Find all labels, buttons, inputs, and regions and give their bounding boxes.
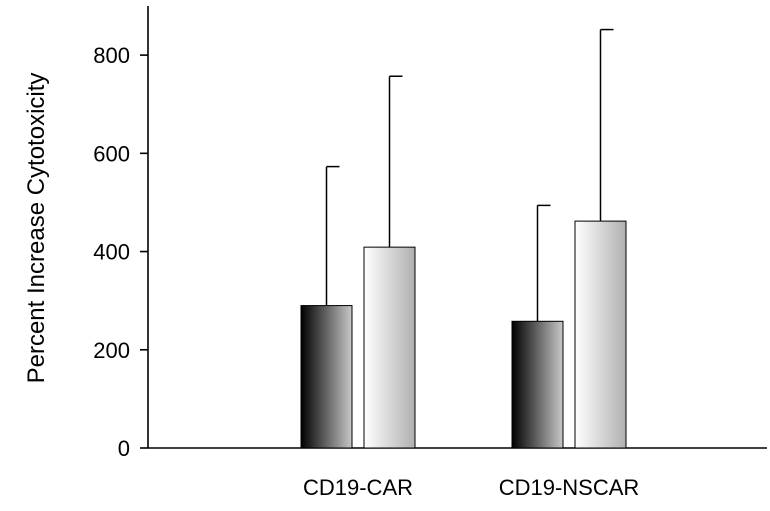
x-tick-label: CD19-CAR (303, 475, 413, 500)
y-tick-label: 200 (93, 338, 130, 363)
y-tick-label: 400 (93, 240, 130, 265)
y-tick-label: 600 (93, 141, 130, 166)
bar (574, 220, 627, 449)
bars (300, 28, 627, 449)
bar (363, 246, 416, 449)
bar (511, 320, 564, 449)
y-axis-title: Percent Increase Cytotoxicity (23, 73, 50, 384)
x-tick-label: CD19-NSCAR (499, 475, 640, 500)
bar (300, 305, 353, 449)
x-axis: CD19-CAR CD19-NSCAR (148, 447, 767, 500)
y-tick-label: 800 (93, 43, 130, 68)
y-tick-label: 0 (118, 436, 130, 461)
y-axis: 0 200 400 600 800 (93, 6, 149, 461)
